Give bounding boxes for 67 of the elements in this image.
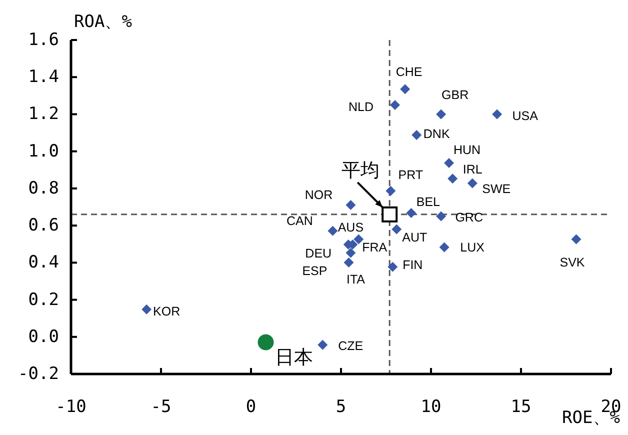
annotation: FIN bbox=[402, 258, 423, 272]
y-tick-label: 1.2 bbox=[28, 104, 59, 124]
point bbox=[412, 130, 422, 140]
annotation: AUS bbox=[338, 220, 364, 234]
annotation: BEL bbox=[416, 194, 440, 209]
point bbox=[571, 234, 582, 244]
annotation: SVK bbox=[560, 255, 586, 270]
annotation: GRC bbox=[455, 210, 483, 224]
point bbox=[448, 174, 458, 184]
point bbox=[386, 186, 396, 196]
point bbox=[436, 211, 446, 222]
point bbox=[346, 200, 356, 210]
y-tick-label: 0.8 bbox=[28, 178, 59, 198]
series-label: 平均 bbox=[342, 159, 380, 182]
annotation: CAN bbox=[286, 214, 313, 228]
y-tick-label: -0.2 bbox=[18, 364, 59, 384]
annotation: DNK bbox=[423, 127, 450, 142]
point bbox=[444, 158, 454, 168]
x-tick-label: -10 bbox=[56, 397, 86, 417]
point bbox=[439, 242, 450, 252]
annotation: SWE bbox=[482, 182, 511, 196]
point bbox=[492, 109, 502, 120]
y-tick-label: 1.0 bbox=[28, 141, 59, 162]
annotation: GBR bbox=[442, 88, 469, 102]
annotation: IRL bbox=[462, 162, 482, 177]
annotation: DEU bbox=[305, 246, 332, 260]
point bbox=[142, 304, 152, 314]
point bbox=[258, 334, 274, 350]
point bbox=[390, 100, 400, 110]
point bbox=[382, 206, 398, 222]
annotation: CZE bbox=[338, 338, 364, 353]
annotation: LUX bbox=[460, 240, 486, 254]
point bbox=[354, 234, 364, 244]
series-label: 日本 bbox=[274, 346, 313, 368]
x-tick-label: 0 bbox=[246, 397, 256, 417]
x-tick-label: 15 bbox=[510, 397, 532, 417]
annotation: NLD bbox=[348, 100, 374, 114]
y-tick-label: 1.6 bbox=[28, 30, 59, 50]
annotation: CHE bbox=[396, 65, 422, 80]
point bbox=[344, 257, 354, 268]
y-tick-label: 0.4 bbox=[28, 252, 59, 273]
point bbox=[328, 226, 338, 236]
y-tick-label: 1.4 bbox=[28, 67, 59, 88]
annotation: AUT bbox=[402, 230, 428, 244]
annotation: ITA bbox=[346, 272, 366, 286]
point bbox=[392, 224, 402, 234]
annotation: NOR bbox=[304, 188, 333, 202]
annotation: USA bbox=[512, 109, 539, 124]
point bbox=[436, 109, 446, 120]
x-tick-label: 10 bbox=[420, 397, 442, 417]
point bbox=[388, 262, 398, 272]
y-tick-label: 0.2 bbox=[28, 290, 59, 310]
annotation: FRA bbox=[362, 240, 388, 254]
annotation: KOR bbox=[153, 304, 180, 318]
annotation: PRT bbox=[398, 168, 424, 182]
x-tick-label: 5 bbox=[336, 397, 346, 417]
point bbox=[406, 208, 416, 218]
x-tick-label: -5 bbox=[150, 397, 172, 417]
y-tick-label: 0.0 bbox=[28, 326, 59, 347]
point bbox=[346, 248, 356, 258]
y-tick-label: 0.6 bbox=[28, 216, 59, 236]
point bbox=[400, 84, 410, 94]
annotation: HUN bbox=[453, 143, 481, 158]
y-axis-title: ROA、% bbox=[74, 12, 132, 32]
point bbox=[318, 340, 328, 350]
point bbox=[467, 178, 478, 188]
annotation: ESP bbox=[302, 264, 328, 278]
